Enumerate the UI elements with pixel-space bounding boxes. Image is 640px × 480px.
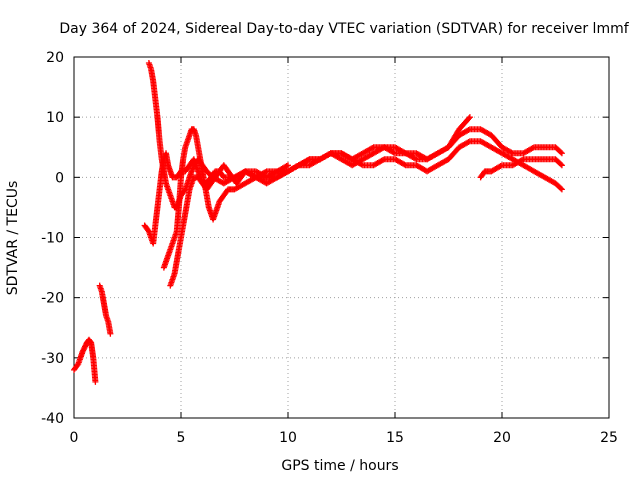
- x-tick-label: 10: [279, 430, 297, 446]
- data-point: [305, 157, 312, 164]
- data-point: [390, 149, 397, 156]
- data-point: [401, 161, 408, 168]
- data-point: [262, 173, 269, 180]
- data-point: [465, 138, 472, 145]
- y-tick-label: 10: [46, 110, 64, 126]
- data-point: [326, 151, 333, 158]
- data-point: [557, 161, 564, 168]
- y-axis-label: SDTVAR / TECUs: [5, 181, 21, 296]
- data-point: [107, 330, 114, 337]
- data-point: [558, 150, 565, 157]
- data-point: [285, 162, 291, 169]
- chart-title: Day 364 of 2024, Sidereal Day-to-day VTE…: [59, 21, 629, 37]
- x-tick-label: 0: [70, 430, 79, 446]
- data-point: [294, 163, 301, 170]
- axis-ticks: 0 5 10 15 20 25 -40 -30 -20 -10 0 10 20: [41, 50, 618, 446]
- data-point: [369, 145, 376, 152]
- y-tick-label: -30: [41, 351, 64, 367]
- data-point: [465, 115, 472, 122]
- x-tick-label: 15: [386, 430, 404, 446]
- series-B: [96, 282, 114, 337]
- data-point: [497, 163, 504, 170]
- x-tick-label: 20: [493, 430, 511, 446]
- x-tick-label: 5: [177, 430, 186, 446]
- data-point: [558, 162, 565, 169]
- data-point: [466, 114, 473, 121]
- series-F: [167, 138, 565, 289]
- data-point: [529, 145, 536, 152]
- data-point: [558, 186, 565, 193]
- x-tick-label: 25: [600, 430, 618, 446]
- data-point: [508, 149, 515, 156]
- y-tick-label: 20: [46, 50, 64, 66]
- data-point: [465, 126, 472, 133]
- series-A: [71, 336, 99, 385]
- y-tick-label: 0: [55, 170, 64, 186]
- data-point: [557, 149, 564, 156]
- series-G: [477, 156, 565, 181]
- y-tick-label: -10: [41, 231, 64, 247]
- data-points: [71, 60, 565, 385]
- data-point: [379, 157, 386, 164]
- data-point: [283, 163, 290, 170]
- y-tick-label: -40: [41, 411, 64, 427]
- data-point: [519, 157, 526, 164]
- data-point: [557, 185, 564, 192]
- y-tick-label: -20: [41, 291, 64, 307]
- data-point: [358, 161, 365, 168]
- data-point: [92, 378, 99, 385]
- data-point: [412, 155, 419, 162]
- x-axis-label: GPS time / hours: [281, 458, 398, 474]
